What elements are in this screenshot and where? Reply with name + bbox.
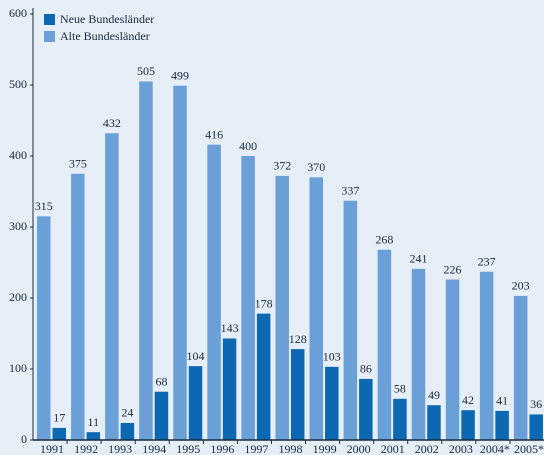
y-tick-label: 100 xyxy=(9,361,27,375)
y-tick-label: 500 xyxy=(9,77,27,91)
data-label: 416 xyxy=(205,127,223,141)
data-label: 86 xyxy=(360,362,372,376)
y-tick-label: 0 xyxy=(21,432,27,446)
bar xyxy=(495,410,509,440)
y-tick-label: 600 xyxy=(9,6,27,20)
x-tick-label: 1993 xyxy=(108,442,132,455)
bar xyxy=(222,338,237,440)
bar xyxy=(188,366,203,440)
bar xyxy=(427,405,441,440)
bar xyxy=(359,378,373,440)
x-tick-label: 2005* xyxy=(514,442,544,455)
data-label: 400 xyxy=(239,139,257,153)
x-tick-label: 1994 xyxy=(142,442,166,455)
x-tick-label: 2001 xyxy=(381,442,405,455)
bar xyxy=(154,391,169,440)
legend-swatch xyxy=(44,31,55,42)
bar xyxy=(290,349,305,440)
data-label: 241 xyxy=(409,252,427,266)
bar xyxy=(461,410,475,440)
legend-label: Neue Bundesländer xyxy=(60,12,154,26)
bar xyxy=(86,432,101,440)
data-label: 24 xyxy=(121,406,133,420)
x-tick-label: 1997 xyxy=(244,442,268,455)
bar xyxy=(71,173,85,440)
x-tick-label: 1991 xyxy=(40,442,64,455)
data-label: 104 xyxy=(187,349,205,363)
data-label: 128 xyxy=(289,332,307,346)
bar xyxy=(105,133,119,440)
x-tick-label: 2002 xyxy=(415,442,439,455)
bar xyxy=(445,279,460,440)
data-label: 499 xyxy=(171,68,189,82)
bar xyxy=(139,81,153,440)
bar xyxy=(393,398,407,440)
data-label: 68 xyxy=(155,374,167,388)
bar xyxy=(241,156,255,440)
data-label: 203 xyxy=(512,279,530,293)
data-label: 103 xyxy=(323,350,341,364)
data-label: 372 xyxy=(273,159,291,173)
bar xyxy=(309,177,324,441)
y-tick-label: 300 xyxy=(9,219,27,233)
bar xyxy=(37,216,51,440)
data-label: 370 xyxy=(307,160,325,174)
data-label: 42 xyxy=(462,393,474,407)
data-label: 226 xyxy=(444,262,462,276)
bar xyxy=(411,268,426,440)
x-tick-label: 2004* xyxy=(480,442,510,455)
data-label: 11 xyxy=(88,415,100,429)
data-label: 49 xyxy=(428,388,440,402)
x-tick-label: 1999 xyxy=(313,442,337,455)
legend-swatch xyxy=(44,14,55,25)
x-tick-label: 2000 xyxy=(347,442,371,455)
legend-label: Alte Bundesländer xyxy=(60,29,150,43)
data-label: 36 xyxy=(530,397,542,411)
x-tick-label: 1996 xyxy=(210,442,234,455)
bar xyxy=(256,313,271,440)
bar xyxy=(207,144,221,440)
bar xyxy=(173,85,187,441)
data-label: 337 xyxy=(341,183,359,197)
bar xyxy=(377,249,392,440)
data-label: 237 xyxy=(478,254,496,268)
data-label: 315 xyxy=(35,199,53,213)
x-tick-label: 2003 xyxy=(449,442,473,455)
data-label: 375 xyxy=(69,157,87,171)
data-label: 178 xyxy=(255,296,273,310)
x-tick-label: 1992 xyxy=(74,442,98,455)
bar xyxy=(479,271,494,440)
data-label: 432 xyxy=(103,116,121,130)
bar xyxy=(52,427,66,440)
data-label: 17 xyxy=(53,411,65,425)
data-label: 58 xyxy=(394,382,406,396)
x-tick-label: 1998 xyxy=(279,442,303,455)
bar xyxy=(343,200,358,440)
data-label: 41 xyxy=(496,394,508,408)
data-label: 268 xyxy=(375,232,393,246)
x-tick-label: 1995 xyxy=(176,442,200,455)
data-label: 143 xyxy=(221,321,239,335)
y-tick-label: 200 xyxy=(9,290,27,304)
bar xyxy=(513,295,528,440)
bar xyxy=(325,366,339,440)
bar xyxy=(529,414,543,440)
bar xyxy=(275,175,289,440)
data-label: 505 xyxy=(137,64,155,78)
bar xyxy=(120,422,135,440)
y-tick-label: 400 xyxy=(9,148,27,162)
